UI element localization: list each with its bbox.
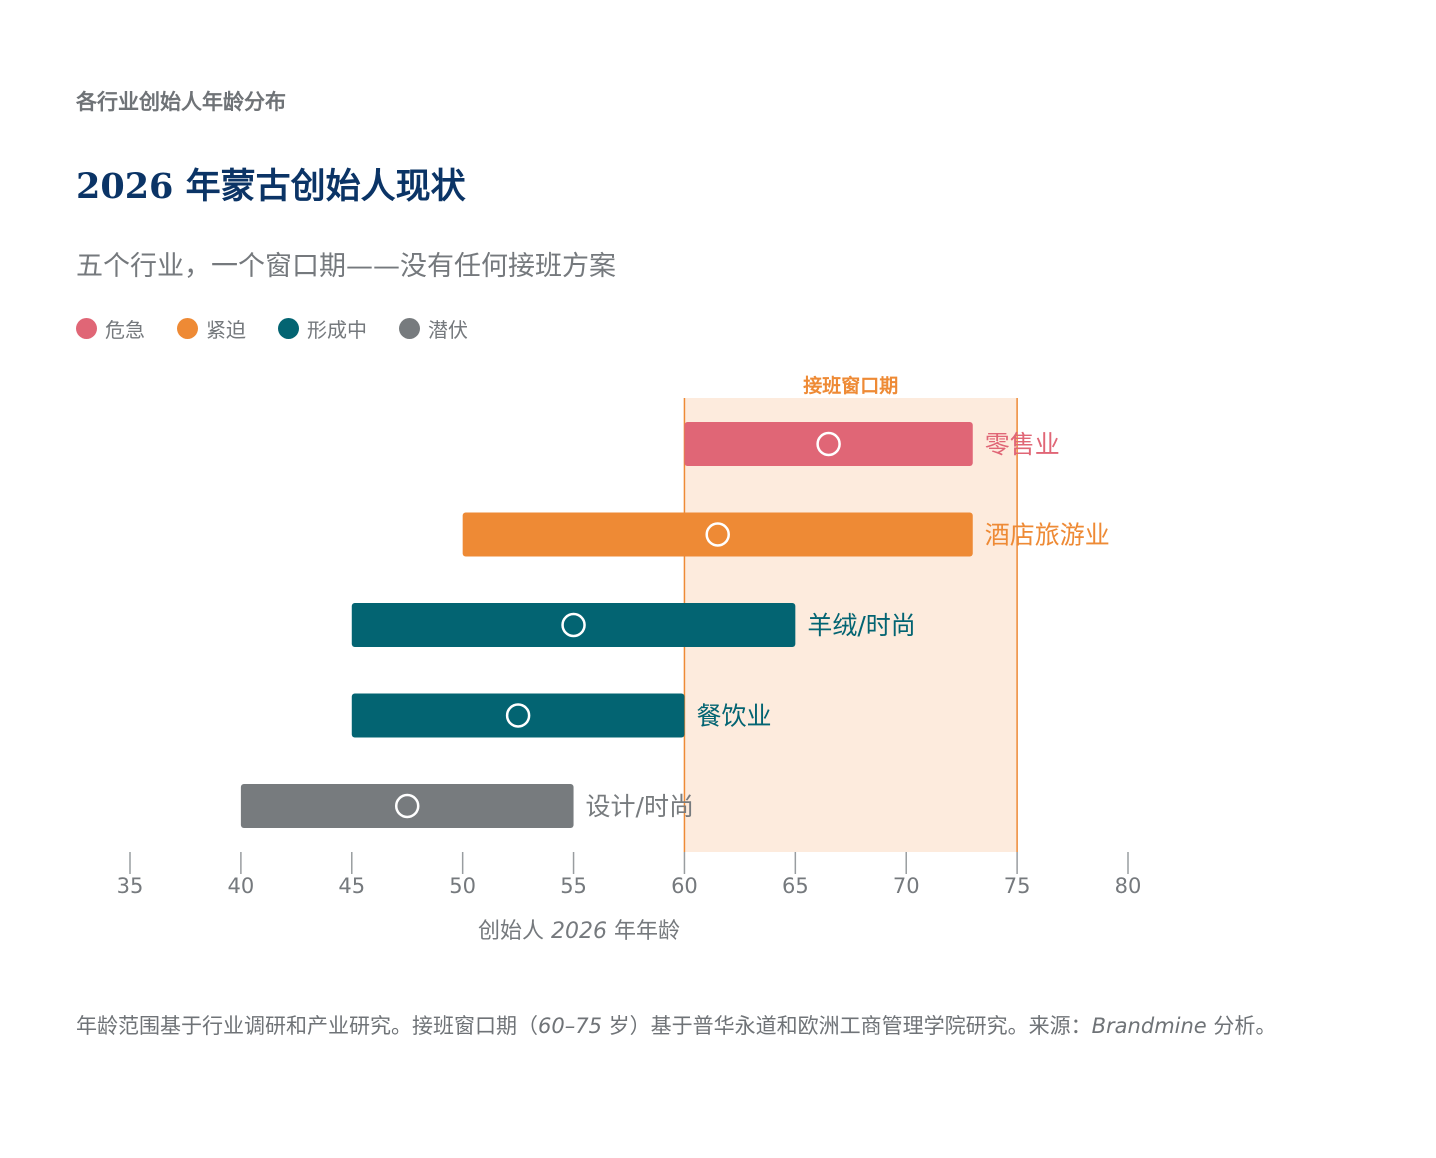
- legend-swatch: [76, 318, 97, 339]
- bar-label: 零售业: [985, 430, 1060, 459]
- bar-label: 餐饮业: [696, 702, 771, 731]
- chart-title: 2026 年蒙古创始人现状: [76, 166, 466, 207]
- median-marker: [705, 522, 730, 547]
- median-marker: [505, 703, 531, 728]
- footnote: 年龄范围基于行业调研和产业研究。接班窗口期（60–75 岁）基于普华永道和欧洲工…: [76, 1010, 1366, 1043]
- range-bar: [684, 422, 973, 466]
- footnote-text-1: 年龄范围基于行业调研和产业研究。接班窗口期（: [76, 1014, 538, 1038]
- footnote-range: 60–75: [538, 1014, 602, 1038]
- x-tick-label: 80: [1115, 874, 1142, 898]
- x-axis-title-post: 年年龄: [607, 919, 680, 944]
- legend: 危急 紧迫 形成中 潜伏: [76, 314, 500, 343]
- legend-label: 紧迫: [206, 318, 246, 342]
- range-bar: [462, 512, 973, 557]
- legend-item-latent: 潜伏: [399, 314, 468, 343]
- chart-kicker: 各行业创始人年龄分布: [76, 90, 286, 114]
- legend-item-urgent: 紧迫: [177, 314, 246, 343]
- bar-label: 羊绒/时尚: [807, 611, 915, 640]
- x-axis-title-pre: 创始人: [478, 919, 551, 944]
- legend-swatch: [177, 318, 198, 339]
- footnote-source: Brandmine: [1091, 1014, 1207, 1038]
- x-tick-label: 35: [117, 874, 144, 898]
- legend-label: 危急: [105, 318, 145, 342]
- x-tick-label: 60: [671, 874, 698, 898]
- x-tick-label: 70: [893, 874, 920, 898]
- median-marker: [816, 431, 841, 457]
- window-label: 接班窗口期: [803, 374, 898, 397]
- legend-label: 潜伏: [428, 318, 468, 342]
- x-tick-label: 75: [1004, 874, 1031, 898]
- legend-swatch: [278, 318, 299, 339]
- x-axis-title: 创始人 2026 年年龄: [478, 919, 680, 944]
- x-tick-label: 55: [560, 874, 587, 898]
- x-axis-title-year: 2026: [551, 919, 607, 944]
- x-tick-label: 45: [338, 874, 365, 898]
- median-marker: [394, 793, 420, 819]
- bar-label: 酒店旅游业: [985, 521, 1110, 550]
- range-bar: [240, 784, 574, 828]
- x-tick-label: 65: [782, 874, 809, 898]
- footnote-text-2: 岁）基于普华永道和欧洲工商管理学院研究。来源：: [601, 1014, 1092, 1038]
- median-marker: [561, 612, 586, 638]
- legend-label: 形成中: [307, 318, 367, 342]
- range-bar: [351, 603, 796, 647]
- legend-swatch: [399, 318, 420, 339]
- range-bar: [351, 693, 685, 738]
- legend-item-critical: 危急: [76, 314, 145, 343]
- x-tick-label: 50: [449, 874, 476, 898]
- footnote-text-3: 分析。: [1206, 1014, 1277, 1038]
- x-tick-label: 40: [228, 874, 255, 898]
- legend-item-forming: 形成中: [278, 314, 367, 343]
- bar-label: 设计/时尚: [586, 792, 694, 821]
- chart-subtitle: 五个行业，一个窗口期——没有任何接班方案: [76, 251, 616, 282]
